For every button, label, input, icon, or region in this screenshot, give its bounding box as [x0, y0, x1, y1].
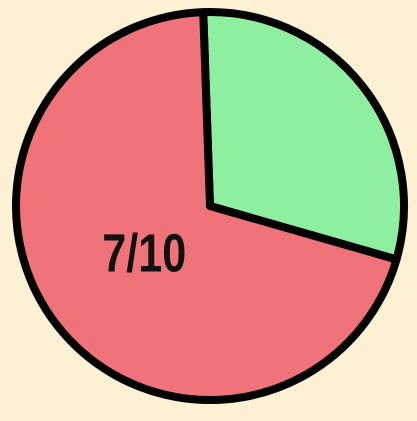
slice-label: 7/10 [102, 224, 186, 284]
pie-slice [199, 8, 408, 264]
pie-slice [12, 8, 401, 404]
